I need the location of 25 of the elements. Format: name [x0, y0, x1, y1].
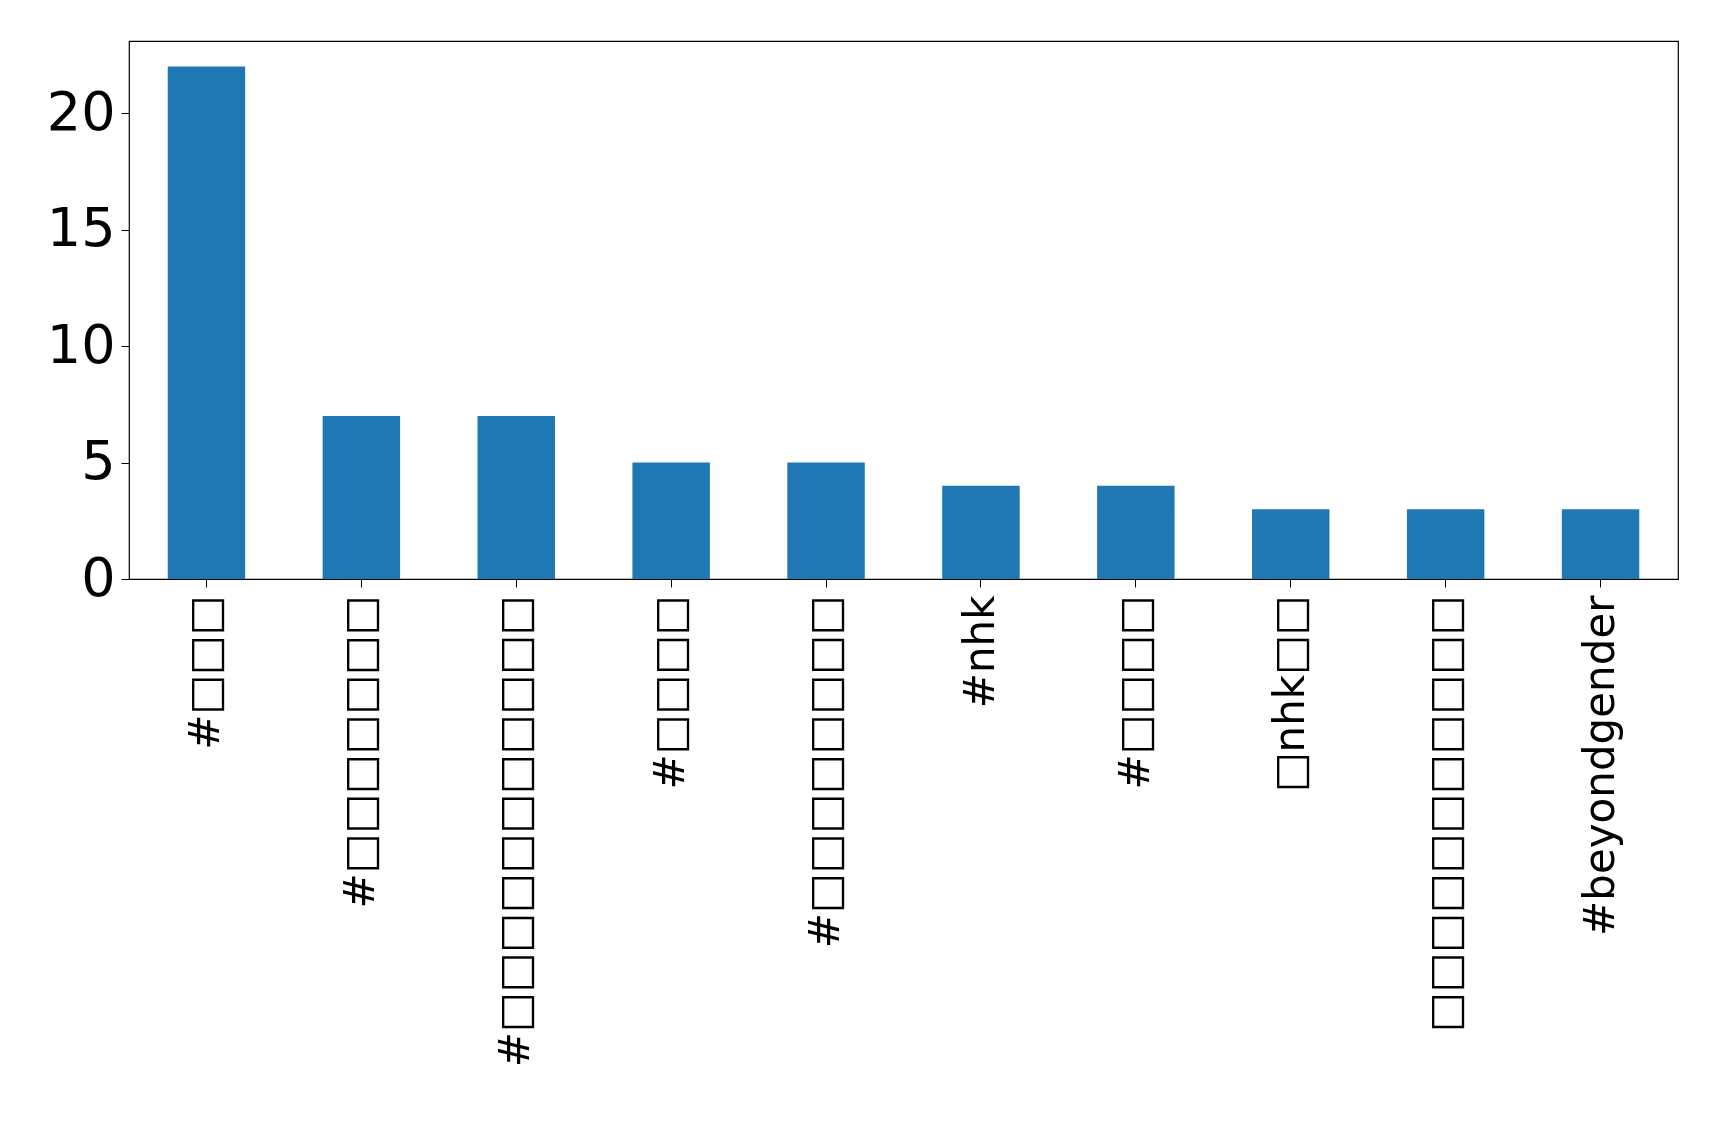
x-tick-label: #□□□□ [1109, 595, 1159, 790]
y-tick-label: 5 [81, 429, 116, 493]
bar [942, 485, 1020, 579]
bar [322, 415, 401, 579]
y-tick-label: 0 [81, 545, 116, 609]
bar [1097, 485, 1175, 579]
x-tick-label: □□□□□□□□□□□ [1419, 595, 1469, 1033]
bar [167, 66, 246, 579]
x-tick-label: □nhk□□ [1264, 595, 1314, 793]
y-tick-label: 15 [46, 196, 116, 260]
bar [1252, 509, 1330, 579]
x-tick-label: #nhk [954, 594, 1004, 709]
x-tick-label: #□□□□□□□ [335, 595, 385, 909]
y-tick-label: 10 [46, 312, 116, 376]
bar [787, 462, 865, 579]
bar [477, 415, 555, 579]
x-tick-label: #beyondgender [1574, 594, 1624, 936]
x-tick-label: #□□□□□□□□□□□ [490, 595, 540, 1068]
y-tick-label: 20 [46, 79, 116, 143]
x-tick-label: #□□□ [180, 595, 230, 750]
x-tick-label: #□□□□□□□□ [800, 595, 850, 949]
bar [1406, 509, 1485, 579]
bar [632, 462, 710, 579]
bar [1561, 509, 1640, 579]
x-tick-label: #□□□□ [645, 595, 695, 790]
